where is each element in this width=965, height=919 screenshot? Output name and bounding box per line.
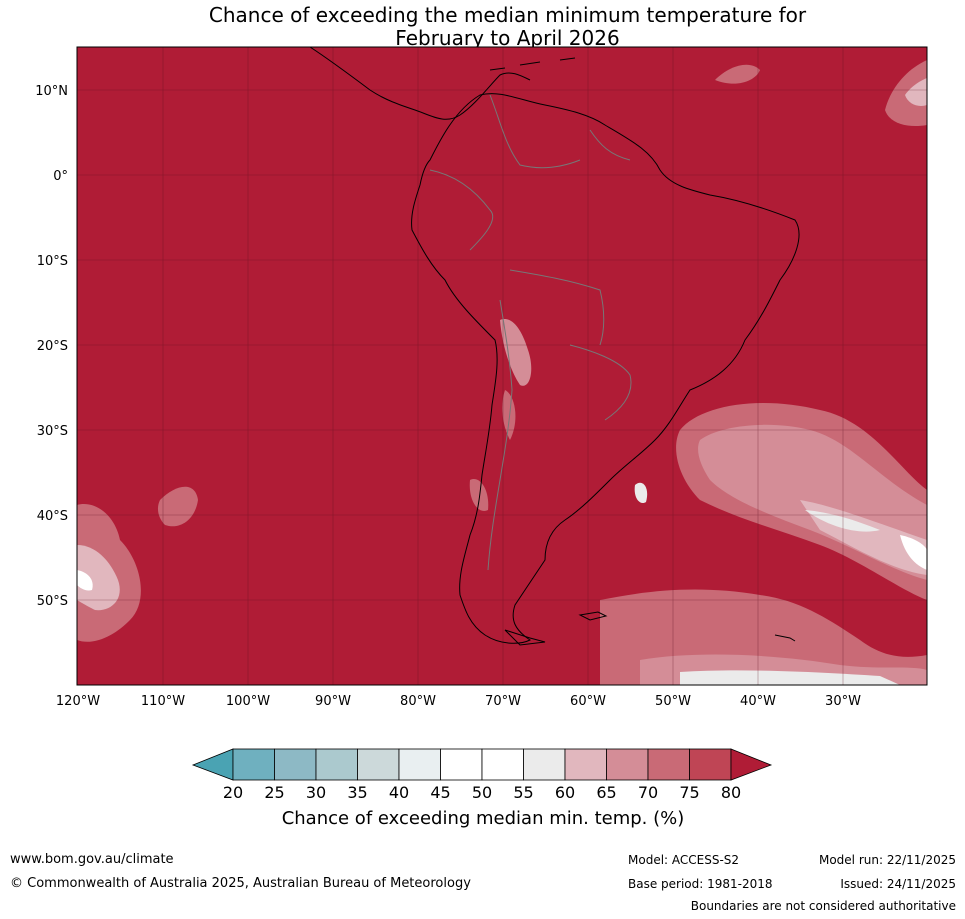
map-frame xyxy=(76,46,928,686)
coastline-south-georgia xyxy=(774,634,796,642)
lon-tick-80w: 80°W xyxy=(400,694,436,709)
map-panel xyxy=(77,47,927,685)
colorbar-tick: 30 xyxy=(306,783,326,802)
contour-west-pacific-60 xyxy=(77,545,120,611)
colorbar-swatch-35-40 xyxy=(357,748,400,781)
colorbar-tick: 80 xyxy=(721,783,741,802)
lat-tick-10s: 10°S xyxy=(37,254,68,269)
lat-tick-40s: 40°S xyxy=(37,509,68,524)
colorbar-swatch-55-60 xyxy=(523,748,566,781)
colorbar-swatch-30-35 xyxy=(315,748,358,781)
map-grid xyxy=(77,47,927,685)
contour-southern-band-55 xyxy=(680,670,900,685)
lat-tick-20s: 20°S xyxy=(37,339,68,354)
issued-date: Issued: 24/11/2025 xyxy=(840,877,956,891)
lat-tick-10n: 10°N xyxy=(35,84,68,99)
lon-tick-40w: 40°W xyxy=(740,694,776,709)
colorbar-tick: 20 xyxy=(223,783,243,802)
base-period: Base period: 1981-2018 xyxy=(628,877,773,891)
colorbar-tick: 70 xyxy=(638,783,658,802)
lon-tick-110w: 110°W xyxy=(141,694,185,709)
map-title: Chance of exceeding the median minimum t… xyxy=(0,4,965,50)
colorbar-tick: 45 xyxy=(430,783,450,802)
coastline-tierra-del-fuego xyxy=(504,629,546,646)
colorbar-swatch-50-55 xyxy=(481,748,524,781)
contour-uruguay xyxy=(634,482,648,504)
lat-tick-50s: 50°S xyxy=(37,594,68,609)
colorbar-tick: 25 xyxy=(264,783,284,802)
copyright-text: © Commonwealth of Australia 2025, Austra… xyxy=(10,876,471,891)
national-boundaries xyxy=(429,94,632,571)
colorbar-swatch-20-25 xyxy=(232,748,275,781)
colorbar-swatch-25-30 xyxy=(274,748,317,781)
lon-tick-60w: 60°W xyxy=(570,694,606,709)
website-link[interactable]: www.bom.gov.au/climate xyxy=(10,852,174,867)
contour-andes-south xyxy=(502,390,516,440)
contour-south-atlantic-55 xyxy=(805,510,880,532)
lon-tick-30w: 30°W xyxy=(825,694,861,709)
coastline-caribbean xyxy=(489,57,576,71)
model-run-date: Model run: 22/11/2025 xyxy=(818,853,956,867)
coastline-falklands xyxy=(578,611,608,621)
contour-ne-atlantic-70 xyxy=(885,60,927,127)
longitude-ticks: 120°W 110°W 100°W 90°W 80°W 70°W 60°W 50… xyxy=(56,694,861,709)
colorbar-swatch-75-80 xyxy=(689,748,732,781)
lon-tick-90w: 90°W xyxy=(315,694,351,709)
latitude-ticks: 10°N 0° 10°S 20°S 30°S 40°S 50°S xyxy=(35,84,68,609)
lat-tick-0: 0° xyxy=(53,169,68,184)
colorbar-swatch-65-70 xyxy=(606,748,649,781)
lat-tick-30s: 30°S xyxy=(37,424,68,439)
colorbar-swatch-70-75 xyxy=(647,748,690,781)
colorbar-tick: 75 xyxy=(679,783,699,802)
colorbar-tick: 65 xyxy=(596,783,616,802)
coastline-central-america xyxy=(309,47,531,120)
contour-patagonia xyxy=(469,479,489,511)
colorbar-tick: 50 xyxy=(472,783,492,802)
contour-caribbean-patch xyxy=(715,64,760,84)
colorbar-title: Chance of exceeding median min. temp. (%… xyxy=(281,808,685,829)
colorbar-tick: 40 xyxy=(389,783,409,802)
title-line-1: Chance of exceeding the median minimum t… xyxy=(208,3,807,27)
contour-south-atlantic-45 xyxy=(900,535,927,570)
colorbar-low-arrow xyxy=(191,748,234,781)
contour-west-pacific-50 xyxy=(77,570,93,591)
colorbar-high-arrow xyxy=(730,748,773,781)
colorbar-swatch-40-45 xyxy=(398,748,441,781)
contour-andes xyxy=(500,319,532,386)
coastline-south-america xyxy=(411,93,800,644)
colorbar-swatch-45-50 xyxy=(440,748,483,781)
colorbar-ticks: 20 25 30 35 40 45 50 55 60 65 70 75 80 xyxy=(223,783,741,802)
contour-pacific-patch xyxy=(157,486,198,527)
title-line-2: February to April 2026 xyxy=(395,26,620,50)
colorbar-tick: 60 xyxy=(555,783,575,802)
colorbar-tick: 35 xyxy=(347,783,367,802)
colorbar-swatch-60-65 xyxy=(564,748,607,781)
probability-contours xyxy=(77,60,927,685)
colorbar xyxy=(191,748,773,781)
lon-tick-120w: 120°W xyxy=(56,694,100,709)
model-name: Model: ACCESS-S2 xyxy=(628,853,740,867)
coastlines xyxy=(309,47,800,646)
lon-tick-100w: 100°W xyxy=(226,694,270,709)
boundaries-disclaimer: Boundaries are not considered authoritat… xyxy=(690,899,956,913)
contour-ne-atlantic-60 xyxy=(905,78,927,106)
colorbar-tick: 55 xyxy=(513,783,533,802)
lon-tick-70w: 70°W xyxy=(485,694,521,709)
lon-tick-50w: 50°W xyxy=(655,694,691,709)
